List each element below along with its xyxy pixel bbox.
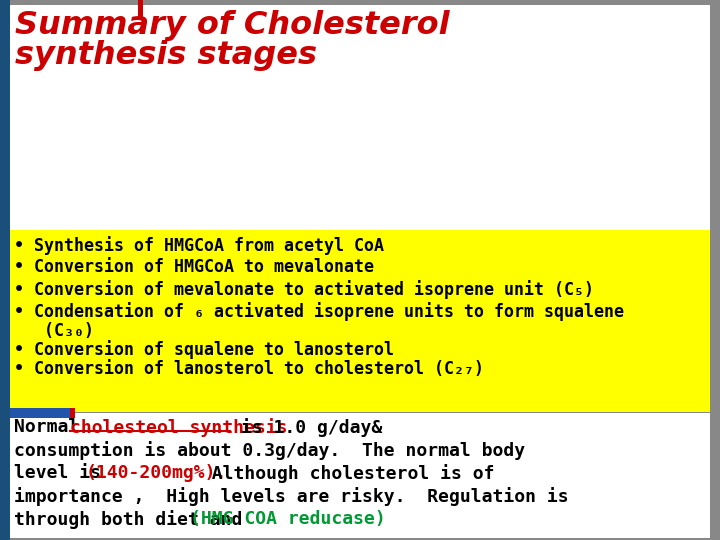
Text: • Conversion of squalene to lanosterol: • Conversion of squalene to lanosterol bbox=[14, 340, 394, 359]
FancyBboxPatch shape bbox=[70, 408, 75, 418]
FancyBboxPatch shape bbox=[0, 0, 10, 540]
Text: consumption is about 0.3g/day.  The normal body: consumption is about 0.3g/day. The norma… bbox=[14, 441, 525, 460]
Text: (C₃₀): (C₃₀) bbox=[14, 322, 94, 340]
FancyBboxPatch shape bbox=[10, 230, 710, 412]
Text: • Conversion of mevalonate to activated isoprene unit (C₅): • Conversion of mevalonate to activated … bbox=[14, 280, 594, 299]
FancyBboxPatch shape bbox=[10, 413, 710, 538]
Text: through both diet and: through both diet and bbox=[14, 510, 253, 529]
FancyBboxPatch shape bbox=[138, 0, 143, 20]
Text: importance ,  High levels are risky.  Regulation is: importance , High levels are risky. Regu… bbox=[14, 487, 569, 506]
Text: cholesteol synthesis: cholesteol synthesis bbox=[70, 418, 287, 437]
Text: is 1.0 g/day&: is 1.0 g/day& bbox=[230, 418, 382, 437]
Text: Although cholesterol is of: Although cholesterol is of bbox=[190, 464, 495, 483]
Text: • Condensation of ₆ activated isoprene units to form squalene: • Condensation of ₆ activated isoprene u… bbox=[14, 302, 624, 321]
Text: (HMG COA reducase): (HMG COA reducase) bbox=[190, 510, 386, 528]
Text: Normal: Normal bbox=[14, 418, 90, 436]
Text: Summary of Cholesterol: Summary of Cholesterol bbox=[15, 10, 449, 41]
FancyBboxPatch shape bbox=[10, 408, 70, 418]
Text: level is: level is bbox=[14, 464, 112, 482]
Text: • Synthesis of HMGCoA from acetyl CoA: • Synthesis of HMGCoA from acetyl CoA bbox=[14, 236, 384, 255]
Text: synthesis stages: synthesis stages bbox=[15, 40, 317, 71]
Text: • Conversion of HMGCoA to mevalonate: • Conversion of HMGCoA to mevalonate bbox=[14, 258, 374, 276]
Text: • Conversion of lanosterol to cholesterol (C₂₇): • Conversion of lanosterol to cholestero… bbox=[14, 360, 484, 378]
Text: (140-200mg%).: (140-200mg%). bbox=[86, 464, 228, 482]
FancyBboxPatch shape bbox=[10, 5, 710, 230]
